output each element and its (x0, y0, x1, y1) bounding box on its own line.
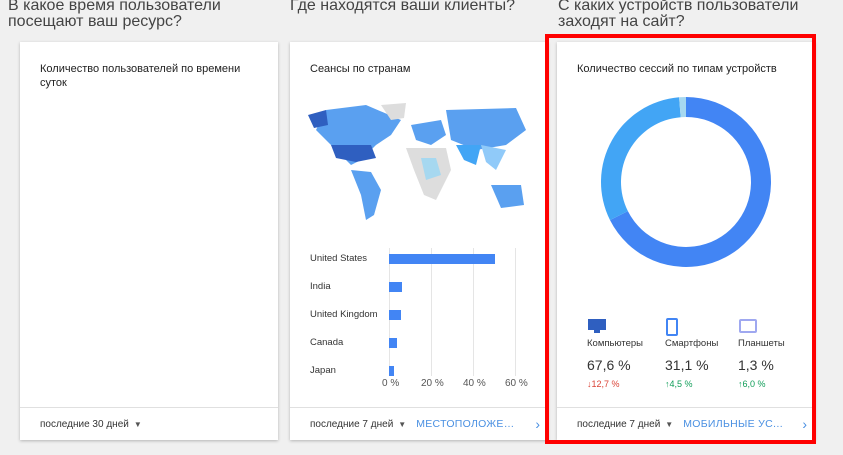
device-label: Планшеты (738, 338, 785, 349)
bar-label: Japan (310, 365, 336, 376)
bar-label: United States (310, 253, 368, 264)
donut-slice[interactable] (679, 97, 686, 118)
card-title: Сеансы по странам (310, 63, 411, 75)
x-tick: 0 % (382, 378, 400, 389)
world-map[interactable] (306, 100, 532, 225)
mobile-devices-report-link[interactable]: МОБИЛЬНЫЕ УСТР... (683, 418, 789, 430)
card-title: Количество сессий по типам устройств (577, 63, 777, 75)
question-location: Где находятся ваши клиенты? (290, 0, 515, 14)
device-value: 67,6 % (587, 357, 631, 373)
device-label: Компьютеры (587, 338, 643, 349)
period-dropdown[interactable]: последние 7 дней (577, 418, 661, 430)
device-change: ↑4,5 % (665, 379, 693, 389)
x-tick: 60 % (505, 378, 528, 389)
device-stat: Планшеты 1,3 % ↑6,0 % (738, 318, 785, 389)
device-label: Смартфоны (665, 338, 719, 349)
device-value: 1,3 % (738, 357, 774, 373)
card-sessions-by-device: Количество сессий по типам устройств Ком… (557, 42, 815, 440)
donut-slice[interactable] (601, 97, 681, 221)
smartphone-icon (665, 318, 718, 338)
card-sessions-by-country: Сеансы по странам United States India Unit… (290, 42, 548, 440)
card-footer: последние 30 дней ▼ (20, 407, 278, 440)
bar-label: Canada (310, 337, 344, 348)
device-stat: Компьютеры 67,6 % ↓12,7 % (587, 318, 643, 389)
device-donut-chart[interactable] (601, 97, 771, 267)
device-change: ↑6,0 % (738, 379, 766, 389)
period-dropdown[interactable]: последние 7 дней (310, 418, 394, 430)
bar-japan[interactable] (389, 366, 395, 376)
card-title: Количество пользователей по времени суто… (40, 63, 241, 89)
question-time: В какое время пользователи посещают ваш … (8, 0, 221, 30)
card-users-by-time: Количество пользователей по времени суто… (20, 42, 278, 440)
bar-label: United Kingdom (310, 309, 378, 320)
device-stat: Смартфоны 31,1 % ↑4,5 % (665, 318, 718, 389)
device-value: 31,1 % (665, 357, 709, 373)
bar-india[interactable] (389, 282, 402, 292)
location-report-link[interactable]: МЕСТОПОЛОЖЕНИ... (416, 418, 522, 430)
chevron-right-icon[interactable]: › (535, 416, 540, 432)
period-dropdown[interactable]: последние 30 дней (40, 418, 129, 430)
chevron-right-icon[interactable]: › (802, 416, 807, 432)
question-devices: С каких устройств пользователи заходят н… (558, 0, 799, 30)
tablet-icon (738, 318, 785, 338)
x-tick: 40 % (463, 378, 486, 389)
caret-down-icon[interactable]: ▼ (133, 419, 142, 429)
card-footer: последние 7 дней ▼ МЕСТОПОЛОЖЕНИ... › (290, 407, 548, 440)
bar-label: India (310, 281, 331, 292)
caret-down-icon[interactable]: ▼ (398, 419, 407, 429)
device-change: ↓12,7 % (587, 379, 620, 389)
card-footer: последние 7 дней ▼ МОБИЛЬНЫЕ УСТР... › (557, 407, 815, 440)
caret-down-icon[interactable]: ▼ (665, 419, 674, 429)
desktop-icon (587, 318, 643, 338)
bar-united-states[interactable] (389, 254, 496, 264)
bar-canada[interactable] (389, 338, 397, 348)
bar-united-kingdom[interactable] (389, 310, 401, 320)
x-tick: 20 % (421, 378, 444, 389)
